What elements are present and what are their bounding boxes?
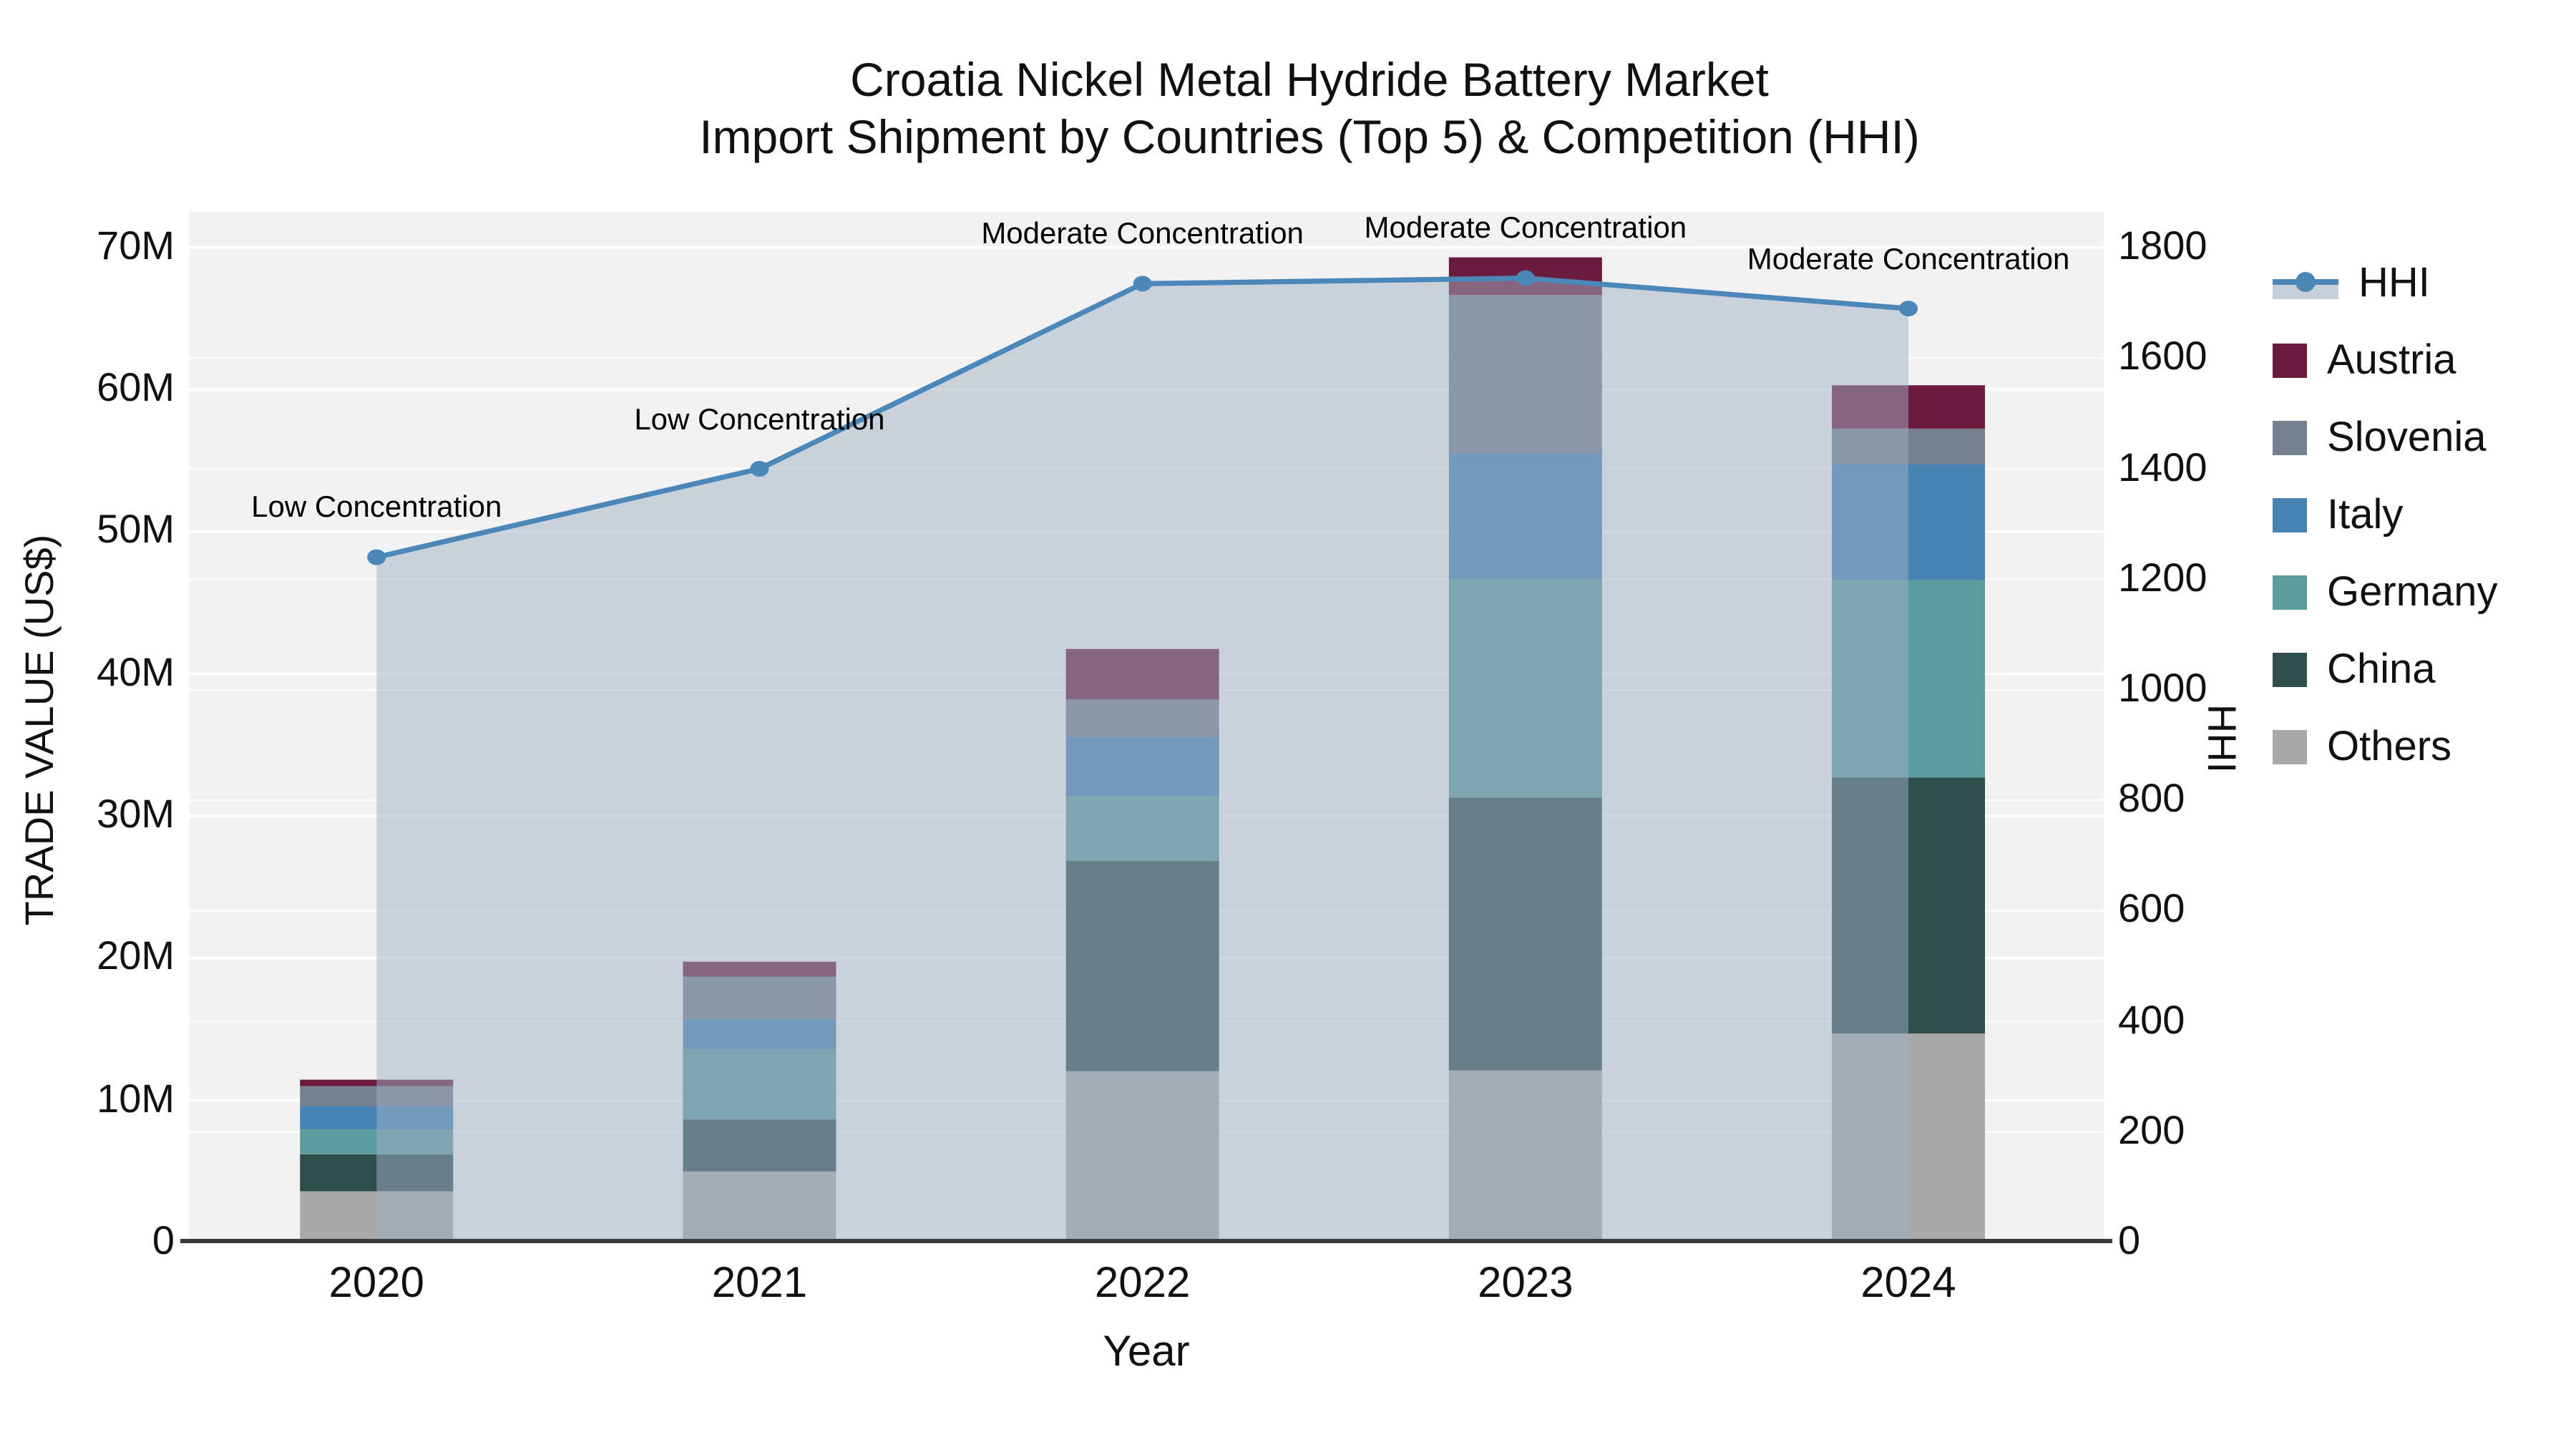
legend-item-others[interactable]: Others bbox=[2273, 724, 2498, 770]
y-left-tick-10M: 10M bbox=[97, 1076, 175, 1121]
y-left-tick-60M: 60M bbox=[97, 365, 175, 410]
x-tick-2021: 2021 bbox=[711, 1260, 808, 1307]
hhi-marker-2022 bbox=[1133, 276, 1152, 292]
hhi-marker-2024 bbox=[1899, 301, 1918, 317]
legend-swatch-austria bbox=[2273, 344, 2307, 378]
legend: HHI Austria Slovenia Italy Germany China Other… bbox=[2273, 260, 2498, 770]
legend-swatch-others bbox=[2273, 730, 2307, 764]
legend-label-italy: Italy bbox=[2327, 492, 2404, 537]
y-right-tick-1600: 1600 bbox=[2118, 334, 2207, 379]
plot-area bbox=[180, 212, 2112, 1243]
legend-item-china[interactable]: China bbox=[2273, 646, 2498, 693]
y-axis-title-left: TRADE VALUE (US$) bbox=[17, 534, 62, 926]
y-right-tick-0: 0 bbox=[2118, 1218, 2141, 1262]
legend-swatch-italy bbox=[2273, 498, 2307, 532]
y-right-tick-1800: 1800 bbox=[2118, 223, 2207, 268]
hhi-legend-swatch bbox=[2273, 268, 2338, 299]
x-tick-2020: 2020 bbox=[328, 1260, 424, 1307]
x-tick-2023: 2023 bbox=[1478, 1260, 1574, 1307]
y-left-tick-70M: 70M bbox=[97, 223, 175, 268]
legend-swatch-germany bbox=[2273, 575, 2307, 610]
hhi-marker-2023 bbox=[1516, 270, 1535, 286]
hhi-marker-2020 bbox=[367, 549, 386, 565]
chart-canvas bbox=[180, 245, 2112, 1243]
legend-swatch-china bbox=[2273, 653, 2307, 687]
x-tick-2024: 2024 bbox=[1860, 1260, 1956, 1307]
hhi-marker-2021 bbox=[750, 461, 769, 477]
y-left-tick-0: 0 bbox=[152, 1218, 175, 1262]
legend-swatch-slovenia bbox=[2273, 421, 2307, 455]
legend-item-austria[interactable]: Austria bbox=[2273, 337, 2498, 384]
legend-item-slovenia[interactable]: Slovenia bbox=[2273, 414, 2498, 461]
legend-label-others: Others bbox=[2327, 724, 2452, 769]
legend-label-germany: Germany bbox=[2327, 569, 2498, 615]
legend-label-hhi: HHI bbox=[2358, 260, 2430, 306]
legend-label-slovenia: Slovenia bbox=[2327, 414, 2487, 460]
legend-label-austria: Austria bbox=[2327, 337, 2457, 383]
x-tick-2022: 2022 bbox=[1094, 1260, 1191, 1307]
chart-title: Croatia Nickel Metal Hydride Battery Mar… bbox=[850, 53, 1769, 106]
y-right-tick-200: 200 bbox=[2118, 1107, 2185, 1152]
legend-item-hhi[interactable]: HHI bbox=[2273, 260, 2498, 306]
y-axis-title-right: HHI bbox=[2200, 704, 2244, 774]
hhi-area-fill bbox=[376, 278, 1909, 1242]
x-axis-title: Year bbox=[1103, 1328, 1190, 1376]
chart-title-block: Croatia Nickel Metal Hydride Battery Mar… bbox=[0, 52, 2576, 166]
legend-item-germany[interactable]: Germany bbox=[2273, 569, 2498, 615]
chart-subtitle: Import Shipment by Countries (Top 5) & C… bbox=[699, 110, 1920, 163]
legend-item-italy[interactable]: Italy bbox=[2273, 492, 2498, 538]
legend-label-china: China bbox=[2327, 646, 2436, 692]
